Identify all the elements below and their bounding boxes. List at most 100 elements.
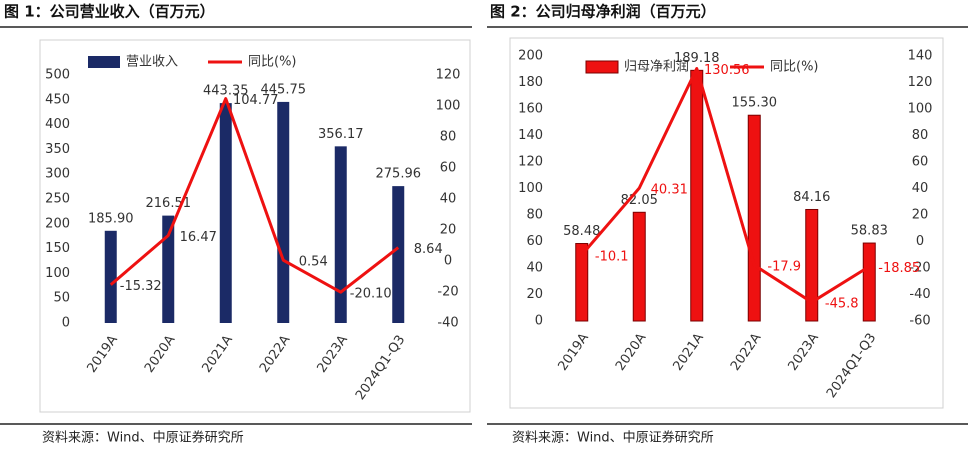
bar-label: 445.75 <box>261 82 307 97</box>
y-tick-label: 200 <box>518 49 543 64</box>
bar-label: 275.96 <box>376 167 422 182</box>
x-tick-label: 2020A <box>613 331 649 374</box>
y2-tick-label: 120 <box>436 68 461 83</box>
y2-tick-label: 120 <box>908 75 933 90</box>
x-tick-label: 2023A <box>315 333 351 376</box>
y-tick-label: 400 <box>45 117 70 132</box>
bar-label: 185.90 <box>88 211 134 226</box>
legend-swatch <box>585 60 619 74</box>
y2-tick-label: 100 <box>436 99 461 114</box>
bar <box>747 114 761 322</box>
legend-label: 归母净利润 <box>624 60 689 75</box>
x-tick-label: 2019A <box>556 331 592 374</box>
bar-label: 189.18 <box>674 51 720 66</box>
y-tick-label: 40 <box>526 261 543 276</box>
y2-tick-label: -60 <box>909 314 930 329</box>
y-tick-label: 20 <box>526 287 543 302</box>
bar <box>219 103 232 324</box>
x-tick-label: 2024Q1-Q3 <box>824 331 879 401</box>
y-tick-label: 450 <box>45 92 70 107</box>
y2-tick-label: 20 <box>912 208 929 223</box>
bar <box>104 230 117 323</box>
y2-tick-label: 40 <box>912 181 929 196</box>
line-label: 8.64 <box>414 242 443 257</box>
source: 资料来源：Wind、中原证券研究所 <box>512 430 714 446</box>
bar-label: 155.30 <box>732 96 778 111</box>
bar-label: 58.83 <box>851 224 888 239</box>
x-tick-label: 2022A <box>728 331 764 374</box>
y-tick-label: 160 <box>518 102 543 117</box>
line <box>109 97 400 294</box>
line-label: -20.10 <box>350 287 392 302</box>
x-tick-label: 2019A <box>85 333 121 376</box>
y2-tick-label: -20 <box>437 285 458 300</box>
line-label: 16.47 <box>180 230 217 245</box>
bar <box>632 211 646 322</box>
source: 资料来源：Wind、中原证券研究所 <box>42 430 244 446</box>
y-tick-label: 100 <box>518 181 543 196</box>
legend-swatch <box>88 56 120 68</box>
x-tick-label: 2021A <box>200 333 236 376</box>
line-label: 0.54 <box>299 255 328 270</box>
bar <box>392 186 405 323</box>
line-label: 130.56 <box>704 63 750 78</box>
y-tick-label: 500 <box>45 68 70 83</box>
y-tick-label: 350 <box>45 142 70 157</box>
chart-title: 图 1：公司营业收入（百万元） <box>4 3 215 21</box>
chart-frame <box>509 37 944 409</box>
y2-tick-label: 20 <box>440 223 457 238</box>
bar <box>862 242 876 322</box>
bar-label: 356.17 <box>318 127 364 142</box>
legend-label: 同比(%) <box>770 60 819 75</box>
y2-tick-label: 80 <box>912 128 929 143</box>
y-tick-label: 250 <box>45 192 70 207</box>
line-label: 104.77 <box>233 93 279 108</box>
x-tick-label: 2022A <box>257 333 293 376</box>
legend-label: 同比(%) <box>248 55 297 70</box>
y2-tick-label: 140 <box>908 49 933 64</box>
bar-label: 443.35 <box>203 84 249 99</box>
bar <box>805 208 819 322</box>
y2-tick-label: 0 <box>916 234 924 249</box>
y2-tick-label: 0 <box>444 254 452 269</box>
y-tick-label: 300 <box>45 167 70 182</box>
y-tick-label: 80 <box>526 208 543 223</box>
y-tick-label: 120 <box>518 155 543 170</box>
y-tick-label: 60 <box>526 234 543 249</box>
y-tick-label: 180 <box>518 75 543 90</box>
y2-tick-label: -40 <box>437 316 458 331</box>
bar <box>575 243 589 322</box>
y2-tick-label: 80 <box>440 130 457 145</box>
bar-label: 82.05 <box>621 193 658 208</box>
bar <box>690 69 704 322</box>
line-label: -18.85 <box>878 261 920 276</box>
bar <box>277 101 290 324</box>
line-label: -15.32 <box>120 279 162 294</box>
y-tick-label: 150 <box>45 241 70 256</box>
chart-title: 图 2：公司归母净利润（百万元） <box>490 3 716 21</box>
y2-tick-label: -20 <box>909 261 930 276</box>
y2-tick-label: 60 <box>440 161 457 176</box>
x-tick-label: 2020A <box>142 333 178 376</box>
bar <box>334 146 347 323</box>
y-tick-label: 0 <box>535 314 543 329</box>
y-tick-label: 140 <box>518 128 543 143</box>
chart-frame <box>39 39 471 413</box>
y2-tick-label: 60 <box>912 155 929 170</box>
y2-tick-label: 40 <box>440 192 457 207</box>
line-label: -10.1 <box>595 249 629 264</box>
y-tick-label: 50 <box>53 291 70 306</box>
y-tick-label: 200 <box>45 216 70 231</box>
x-tick-label: 2023A <box>786 331 822 374</box>
line <box>580 67 871 304</box>
bar-label: 84.16 <box>793 190 830 205</box>
bar-label: 58.48 <box>563 224 600 239</box>
legend-label: 营业收入 <box>126 55 178 70</box>
y2-tick-label: -40 <box>909 287 930 302</box>
x-tick-label: 2021A <box>671 331 707 374</box>
line-label: -17.9 <box>767 260 801 275</box>
line-label: 40.31 <box>651 183 688 198</box>
bar <box>162 215 175 323</box>
y-tick-label: 0 <box>62 316 70 331</box>
